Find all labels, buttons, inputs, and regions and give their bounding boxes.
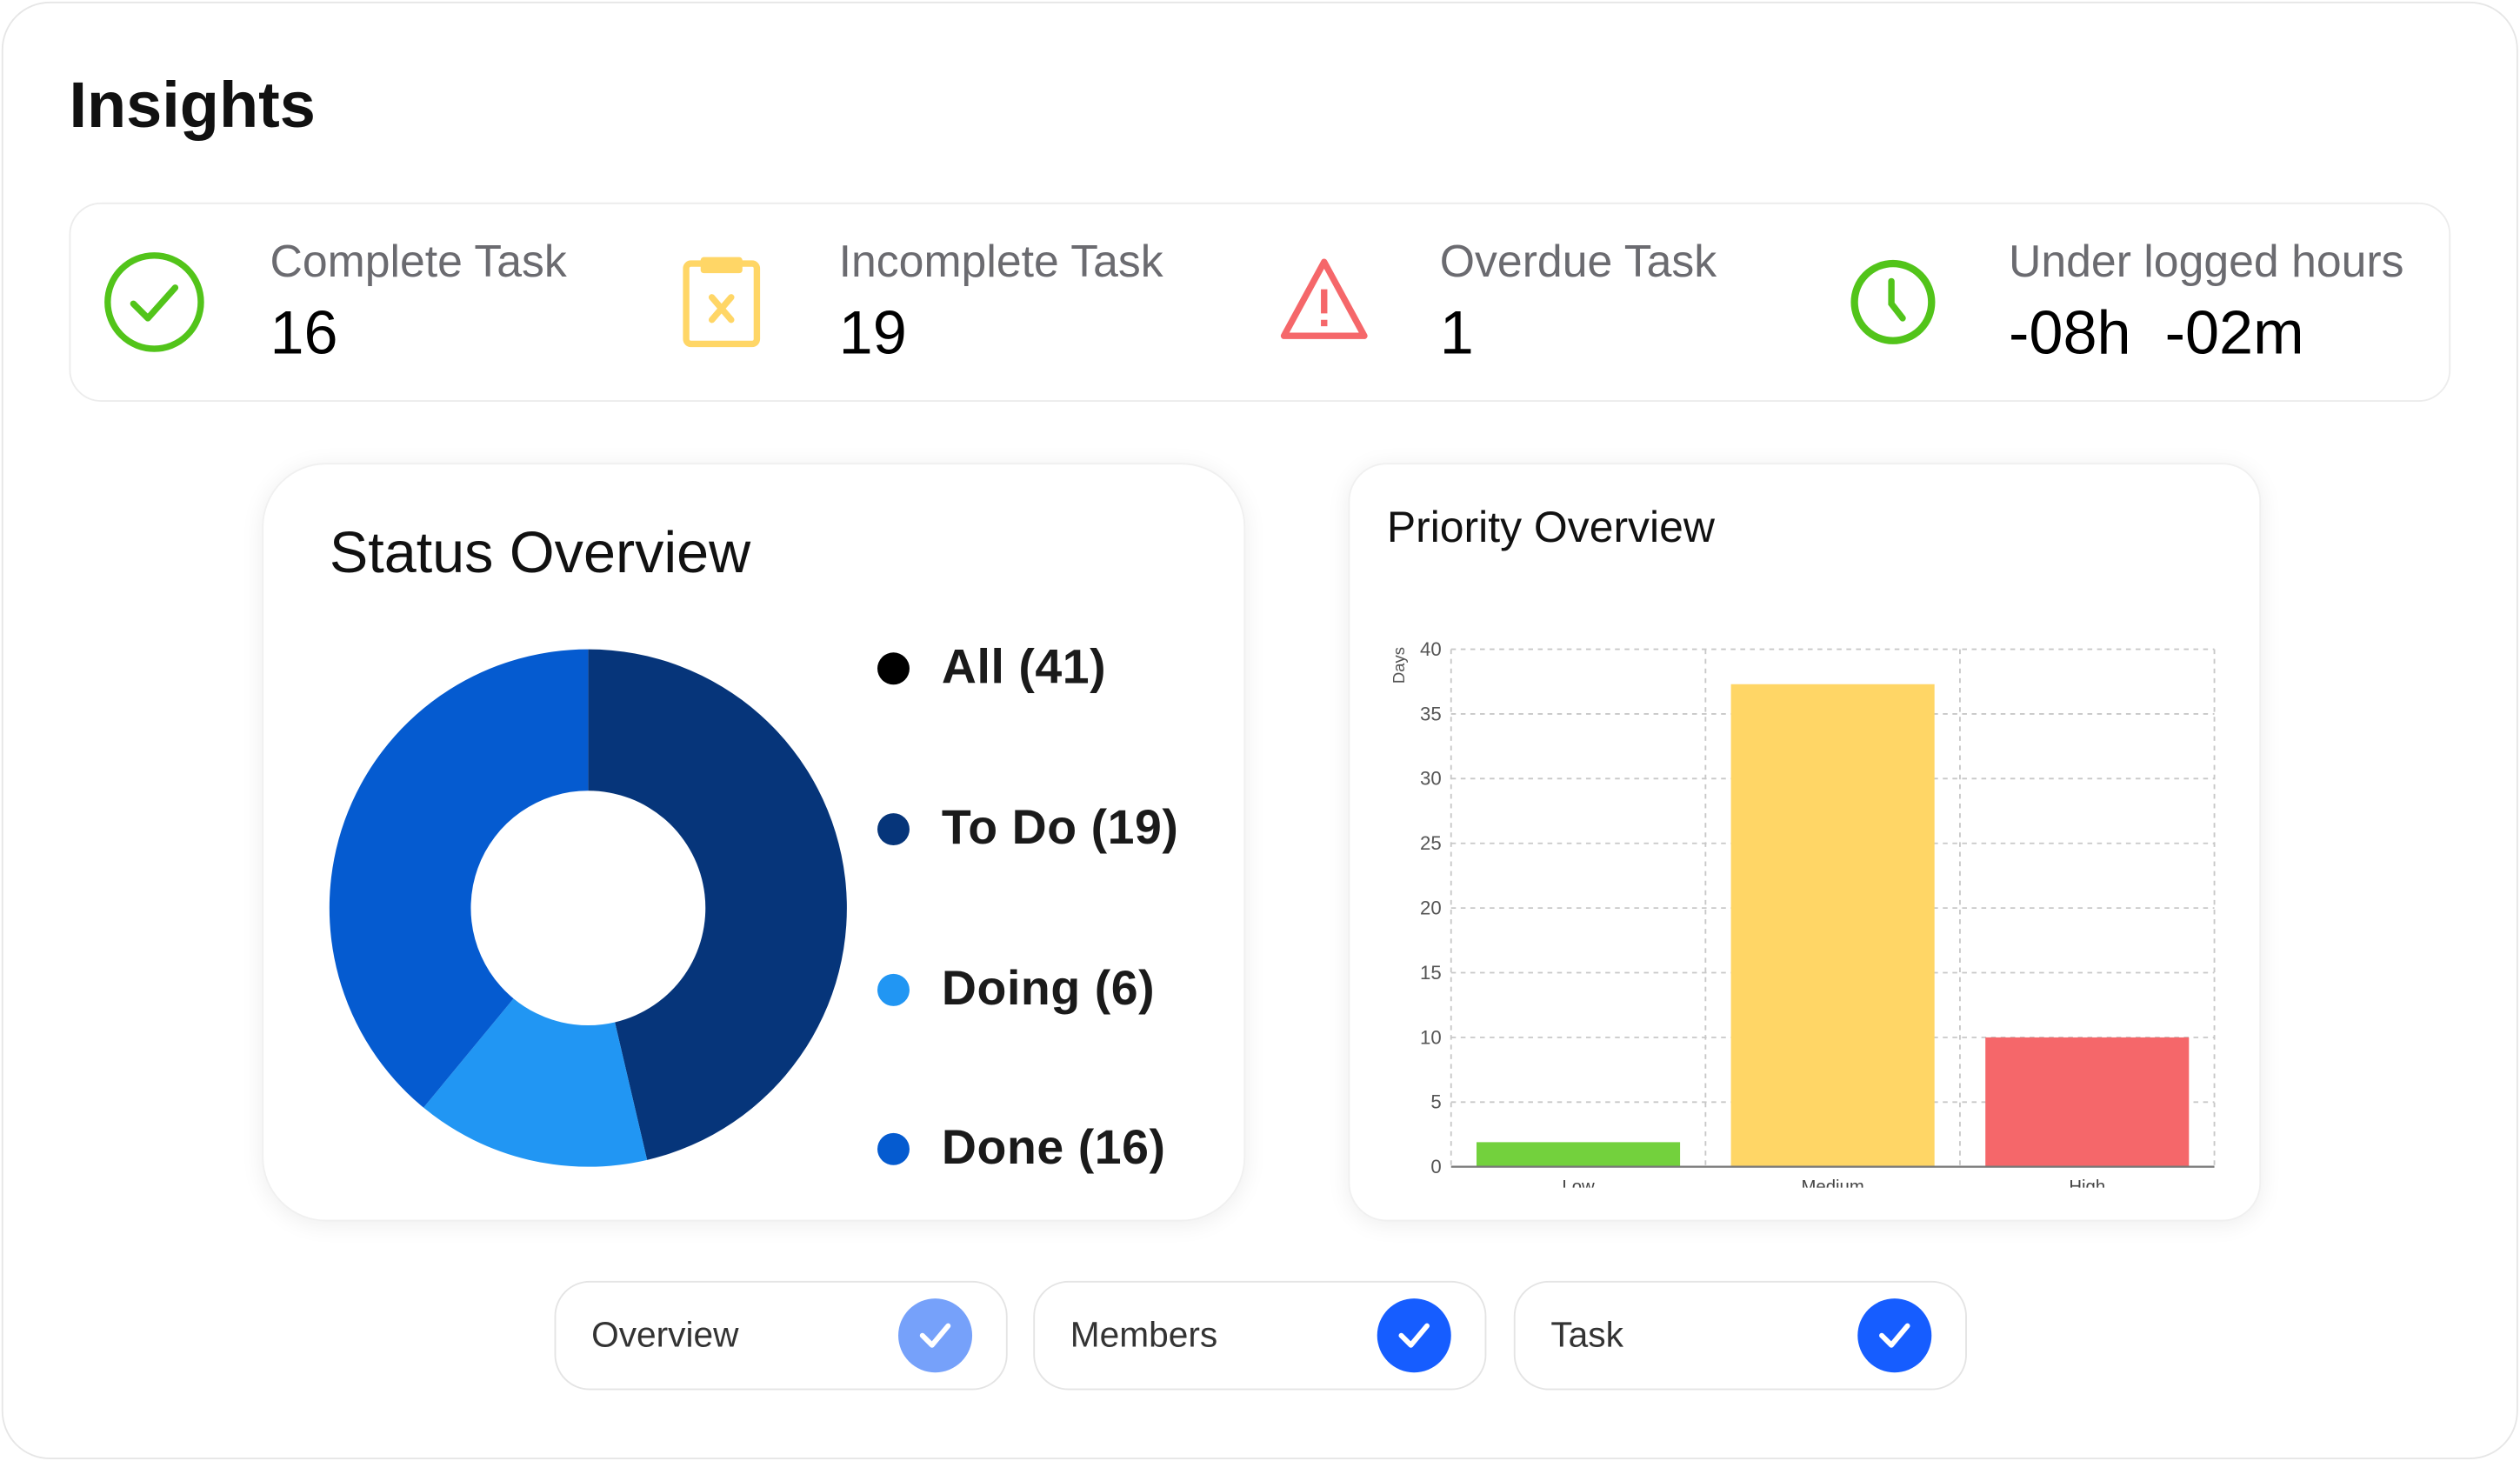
bar-high[interactable] bbox=[1985, 1037, 2190, 1167]
y-tick-label: 30 bbox=[1420, 768, 1442, 790]
priority-overview-title: Priority Overview bbox=[1386, 503, 1715, 551]
donut-slice-to-do[interactable] bbox=[588, 649, 847, 1160]
y-tick-label: 10 bbox=[1420, 1026, 1442, 1048]
y-tick-label: 0 bbox=[1430, 1156, 1441, 1177]
stat-label: Under logged hours bbox=[2009, 236, 2404, 286]
toggle-task[interactable]: Task bbox=[1513, 1280, 1967, 1391]
y-tick-label: 15 bbox=[1420, 962, 1442, 984]
bar-low[interactable] bbox=[1477, 1142, 1681, 1167]
stat-label: Overdue Task bbox=[1439, 236, 1717, 286]
check-circle-icon bbox=[104, 252, 204, 352]
legend-label: All (41) bbox=[941, 641, 1107, 695]
stat-label: Incomplete Task bbox=[838, 236, 1163, 286]
legend-dot bbox=[877, 973, 910, 1006]
stat-value: 16 bbox=[270, 300, 338, 369]
stat-value: 19 bbox=[838, 300, 907, 369]
stat-value: 1 bbox=[1439, 300, 1474, 369]
donut-slice-done[interactable] bbox=[329, 649, 589, 1108]
status-overview-card: Status Overview All (41) To Do (19) Doin… bbox=[262, 463, 1246, 1222]
legend-dot bbox=[877, 652, 910, 685]
toggle-label: Members bbox=[1070, 1314, 1218, 1355]
legend-dot bbox=[877, 813, 910, 846]
y-tick-label: 35 bbox=[1420, 703, 1442, 724]
donut-slice-doing[interactable] bbox=[423, 998, 648, 1167]
legend-label: Doing (6) bbox=[941, 962, 1156, 1016]
legend-label: To Do (19) bbox=[941, 802, 1179, 856]
y-tick-label: 40 bbox=[1420, 638, 1442, 660]
legend-doing[interactable]: Doing (6) bbox=[877, 963, 1155, 1017]
priority-overview-card: Priority Overview 0 5 10 15 20 25 30 35 40 Low Med… bbox=[1348, 463, 2262, 1222]
y-tick-label: 20 bbox=[1420, 897, 1442, 919]
check-icon[interactable] bbox=[1857, 1298, 1932, 1373]
page-title: Insights bbox=[69, 70, 316, 142]
toggle-overview[interactable]: Overview bbox=[554, 1280, 1008, 1391]
y-axis-label: Days bbox=[1390, 647, 1408, 684]
legend-label: Done (16) bbox=[941, 1121, 1166, 1175]
y-tick-label: 25 bbox=[1420, 832, 1442, 854]
clock-icon bbox=[1850, 259, 1936, 344]
y-tick-label: 5 bbox=[1430, 1091, 1441, 1113]
priority-bar-chart: 0 5 10 15 20 25 30 35 40 Low Medium High Days bbox=[1390, 638, 2216, 1188]
x-tick-label: Medium bbox=[1802, 1177, 1864, 1187]
legend-dot bbox=[877, 1132, 910, 1165]
check-icon[interactable] bbox=[1377, 1298, 1451, 1373]
x-tick-label: Low bbox=[1562, 1177, 1595, 1187]
legend-done[interactable]: Done (16) bbox=[877, 1122, 1166, 1177]
stats-card: Complete Task 16 Incomplete Task 19 Over… bbox=[69, 202, 2451, 402]
x-tick-label: High bbox=[2069, 1177, 2105, 1187]
toggle-members[interactable]: Members bbox=[1033, 1280, 1487, 1391]
toggle-label: Overview bbox=[591, 1314, 739, 1355]
status-donut-chart bbox=[329, 649, 847, 1167]
stat-value: -08h -02m bbox=[2009, 300, 2304, 369]
bar-medium[interactable] bbox=[1730, 684, 1935, 1167]
legend-todo[interactable]: To Do (19) bbox=[877, 802, 1178, 857]
warning-triangle-icon bbox=[1280, 258, 1368, 339]
clipboard-x-icon bbox=[683, 257, 761, 348]
toggle-label: Task bbox=[1550, 1314, 1623, 1355]
stat-label: Complete Task bbox=[270, 236, 567, 286]
status-overview-title: Status Overview bbox=[329, 518, 751, 585]
check-icon[interactable] bbox=[898, 1298, 973, 1373]
legend-all[interactable]: All (41) bbox=[877, 641, 1106, 696]
